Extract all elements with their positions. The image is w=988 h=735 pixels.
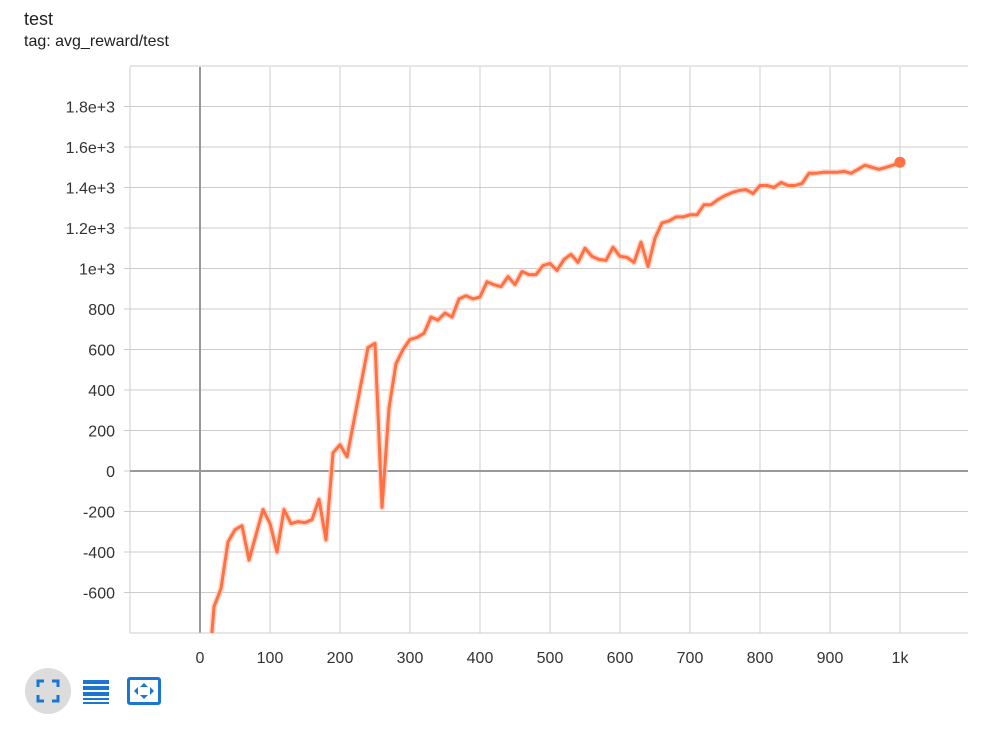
x-tick-label: 900 bbox=[817, 650, 844, 667]
y-tick-label: 1.4e+3 bbox=[66, 181, 115, 198]
toggle-log-scale-button[interactable] bbox=[73, 668, 119, 714]
y-tick-label: -200 bbox=[83, 505, 115, 522]
y-tick-label: 1e+3 bbox=[79, 262, 115, 279]
x-tick-label: 700 bbox=[677, 650, 704, 667]
fit-domain-icon bbox=[36, 679, 60, 703]
y-tick-label: -600 bbox=[83, 586, 115, 603]
x-tick-label: 600 bbox=[607, 650, 634, 667]
y-tick-label: 1.8e+3 bbox=[66, 100, 115, 117]
last-data-point bbox=[894, 156, 906, 168]
y-tick-label: 400 bbox=[88, 383, 115, 400]
x-tick-label: 200 bbox=[327, 650, 354, 667]
x-tick-label: 500 bbox=[537, 650, 564, 667]
y-tick-label: -400 bbox=[83, 545, 115, 562]
chart-tag: tag: avg_reward/test bbox=[24, 33, 169, 50]
expand-chart-icon bbox=[127, 677, 161, 705]
x-tick-label: 300 bbox=[397, 650, 424, 667]
y-tick-label: 1.6e+3 bbox=[66, 140, 115, 157]
toggle-log-scale-icon bbox=[83, 680, 109, 704]
y-tick-label: 0 bbox=[106, 464, 115, 481]
raw-series-line bbox=[208, 159, 902, 633]
x-tick-label: 0 bbox=[196, 650, 205, 667]
x-tick-label: 1k bbox=[892, 650, 910, 667]
expand-chart-button[interactable] bbox=[121, 668, 167, 714]
series-line bbox=[210, 160, 901, 633]
x-tick-label: 100 bbox=[257, 650, 284, 667]
chart-title: test bbox=[24, 9, 54, 29]
y-tick-label: 600 bbox=[88, 343, 115, 360]
y-tick-label: 800 bbox=[88, 302, 115, 319]
y-tick-label: 1.2e+3 bbox=[66, 221, 115, 238]
fit-domain-button[interactable] bbox=[25, 668, 71, 714]
y-tick-label: 200 bbox=[88, 424, 115, 441]
x-tick-label: 800 bbox=[747, 650, 774, 667]
x-tick-label: 400 bbox=[467, 650, 494, 667]
